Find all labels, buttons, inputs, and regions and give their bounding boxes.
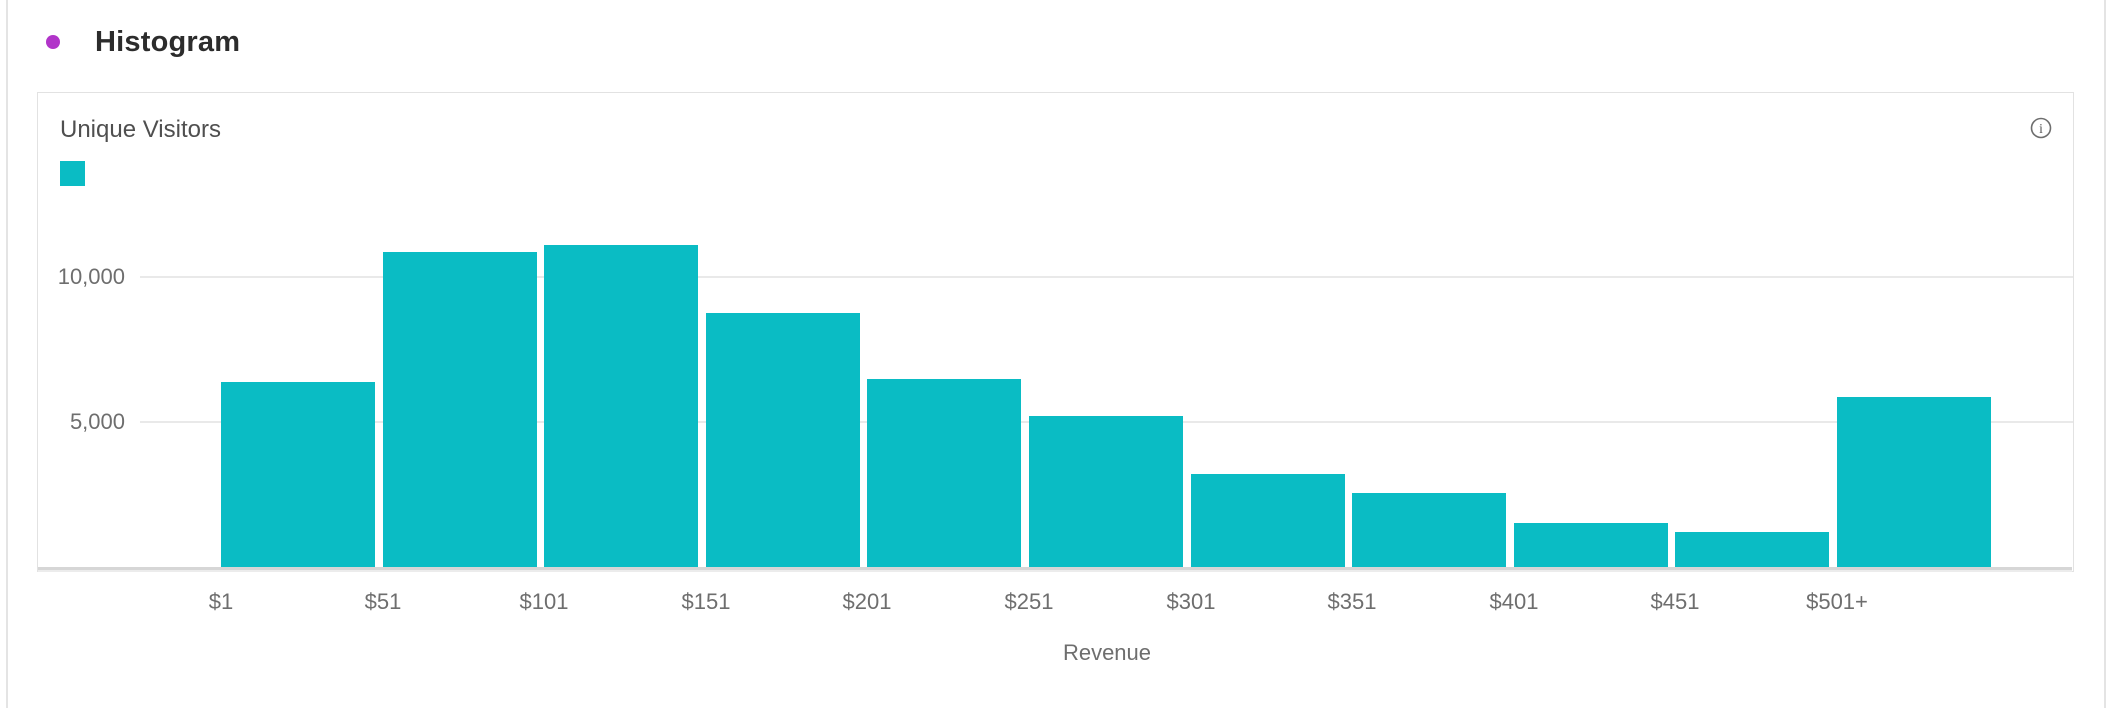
legend-series-label: Unique Visitors (60, 116, 221, 143)
histogram-bar[interactable] (544, 245, 698, 567)
info-icon[interactable]: i (2029, 116, 2053, 140)
x-axis-tick-label: $251 (1004, 589, 1054, 614)
histogram-bar[interactable] (1029, 416, 1183, 567)
x-axis-tick-label: $51 (364, 589, 402, 614)
right-panel-divider (2104, 0, 2106, 708)
x-axis-tick-label: $201 (842, 589, 892, 614)
histogram-bar[interactable] (383, 252, 537, 567)
histogram-bar[interactable] (1514, 523, 1668, 567)
histogram-bar[interactable] (221, 382, 375, 567)
info-icon-glyph: i (2039, 121, 2043, 136)
x-axis-title: Revenue (1062, 640, 1152, 665)
y-gridline (140, 276, 2073, 278)
x-axis-tick-label: $401 (1489, 589, 1539, 614)
legend-color-swatch[interactable] (60, 161, 85, 186)
x-axis-tick-label: $301 (1166, 589, 1216, 614)
x-axis-tick-label: $1 (208, 589, 234, 614)
histogram-bar[interactable] (1675, 532, 1829, 567)
histogram-bar[interactable] (1837, 397, 1991, 567)
y-axis-tick-label: 10,000 (57, 264, 125, 289)
histogram-bar[interactable] (1191, 474, 1345, 567)
x-axis-tick-label: $501+ (1806, 589, 1868, 614)
histogram-bar[interactable] (706, 313, 860, 567)
x-axis-baseline (38, 567, 2072, 572)
x-axis-tick-label: $351 (1327, 589, 1377, 614)
panel-color-dot (46, 35, 60, 49)
x-axis-tick-label: $451 (1650, 589, 1700, 614)
histogram-bar[interactable] (867, 379, 1021, 567)
histogram-bar[interactable] (1352, 493, 1506, 567)
x-axis-tick-label: $101 (519, 589, 569, 614)
panel-title[interactable]: Histogram (95, 26, 241, 58)
y-axis-tick-label: 5,000 (69, 409, 125, 434)
x-axis-tick-label: $151 (681, 589, 731, 614)
left-panel-divider (6, 0, 8, 708)
